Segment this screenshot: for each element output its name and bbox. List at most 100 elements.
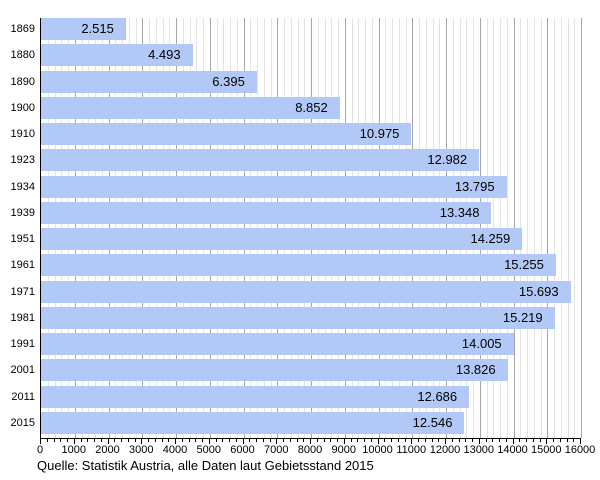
x-major-tick	[478, 439, 480, 444]
y-axis-label-1934: 1934	[10, 180, 35, 193]
minor-gridline	[533, 18, 535, 438]
y-axis-label-1981: 1981	[10, 311, 35, 324]
x-axis-tick-label: 1000	[61, 444, 86, 456]
x-minor-tick	[553, 439, 554, 442]
x-minor-tick	[391, 439, 392, 442]
major-gridline	[547, 18, 549, 438]
x-major-tick	[141, 439, 143, 444]
x-axis-tick-label: 3000	[129, 444, 154, 456]
bar-value-label: 15.693	[518, 283, 559, 299]
bar-value-label: 2.515	[81, 21, 114, 36]
bar-1971: 15.693	[41, 280, 571, 303]
y-axis-label-1923: 1923	[10, 154, 35, 167]
source-caption: Quelle: Statistik Austria, alle Daten la…	[37, 458, 374, 473]
bar-value-label: 12.546	[412, 414, 453, 430]
x-minor-tick	[539, 439, 541, 442]
x-minor-tick	[505, 439, 507, 442]
y-axis-label-1880: 1880	[10, 49, 35, 62]
minor-gridline	[540, 18, 542, 438]
x-minor-tick	[397, 439, 399, 442]
x-minor-tick	[465, 439, 467, 442]
x-major-tick	[175, 439, 176, 444]
x-minor-tick	[53, 439, 55, 442]
x-major-tick	[208, 439, 210, 444]
bar-1880: 4.493	[41, 44, 193, 67]
y-axis-label-1869: 1869	[10, 23, 35, 35]
x-minor-tick	[323, 439, 325, 442]
x-major-tick	[107, 439, 109, 444]
x-major-tick	[445, 439, 446, 444]
x-major-tick	[276, 439, 278, 444]
bar-value-label: 4.493	[148, 47, 181, 63]
y-axis-label-1971: 1971	[10, 285, 35, 298]
bar-value-label: 14.005	[461, 336, 502, 351]
x-axis-tick-label: 13000	[463, 444, 495, 456]
x-minor-tick	[418, 439, 419, 442]
x-major-tick	[546, 439, 548, 444]
plot-area: 2.515 4.493 6.395 8.852 10.975 12.982 13.795 13…	[40, 18, 582, 439]
x-axis-tick-label: 10000	[362, 444, 393, 456]
y-axis-label-2001: 2001	[10, 364, 35, 377]
bar-1991: 14.005	[41, 333, 514, 355]
minor-gridline	[560, 18, 562, 438]
x-minor-tick	[100, 439, 102, 442]
x-minor-tick	[519, 439, 521, 442]
x-major-tick	[580, 439, 581, 444]
x-minor-tick	[229, 439, 230, 442]
bar-1961: 15.255	[41, 254, 556, 277]
y-axis-label-2015: 2015	[10, 416, 35, 429]
x-minor-tick	[94, 439, 95, 442]
x-minor-tick	[532, 439, 534, 442]
x-minor-tick	[499, 439, 500, 442]
x-minor-tick	[181, 439, 183, 442]
x-minor-tick	[249, 439, 251, 442]
x-minor-tick	[316, 439, 318, 442]
x-axis-tick-label: 14000	[497, 444, 528, 456]
x-minor-tick	[60, 439, 62, 442]
x-axis-tick-label: 12000	[429, 444, 461, 456]
x-minor-tick	[269, 439, 271, 442]
x-axis-tick-label: 6000	[230, 444, 255, 456]
bar-value-label: 13.348	[439, 204, 480, 220]
x-minor-tick	[235, 439, 237, 442]
minor-gridline	[554, 18, 555, 438]
x-minor-tick	[492, 439, 494, 442]
x-minor-tick	[283, 439, 284, 442]
bar-2001: 13.826	[41, 359, 508, 382]
x-minor-tick	[222, 439, 224, 442]
x-minor-tick	[296, 439, 298, 442]
x-minor-tick	[303, 439, 305, 442]
x-major-tick	[343, 439, 345, 444]
x-minor-tick	[127, 439, 129, 442]
x-minor-tick	[161, 439, 163, 442]
x-minor-tick	[566, 439, 568, 442]
bar-1923: 12.982	[41, 149, 480, 172]
x-minor-tick	[154, 439, 156, 442]
bars: 2.515 4.493 6.395 8.852 10.975 12.982 13.795 13…	[41, 18, 581, 438]
x-minor-tick	[438, 439, 440, 442]
x-minor-tick	[330, 439, 332, 442]
bar-value-label: 6.395	[212, 73, 245, 89]
x-minor-tick	[404, 439, 406, 442]
x-minor-tick	[168, 439, 170, 442]
bar-value-label: 12.686	[417, 388, 458, 404]
x-major-tick	[512, 439, 514, 444]
x-minor-tick	[202, 439, 203, 442]
x-axis-tick-label: 7000	[264, 444, 289, 456]
x-axis-tick-label: 0	[36, 444, 44, 456]
bar-value-label: 14.259	[470, 231, 511, 246]
x-minor-tick	[573, 439, 575, 442]
x-minor-tick	[289, 439, 291, 442]
x-minor-tick	[256, 439, 257, 442]
bar-1981: 15.219	[41, 306, 555, 329]
minor-gridline	[527, 18, 528, 438]
y-axis-label-1991: 1991	[10, 338, 35, 350]
x-minor-tick	[451, 439, 453, 442]
y-axis-label-1890: 1890	[10, 75, 35, 88]
x-major-tick	[411, 439, 413, 444]
x-major-tick	[40, 439, 41, 444]
x-minor-tick	[121, 439, 122, 442]
x-major-tick	[377, 439, 379, 444]
y-axis-label-1961: 1961	[10, 259, 35, 272]
x-minor-tick	[424, 439, 426, 442]
